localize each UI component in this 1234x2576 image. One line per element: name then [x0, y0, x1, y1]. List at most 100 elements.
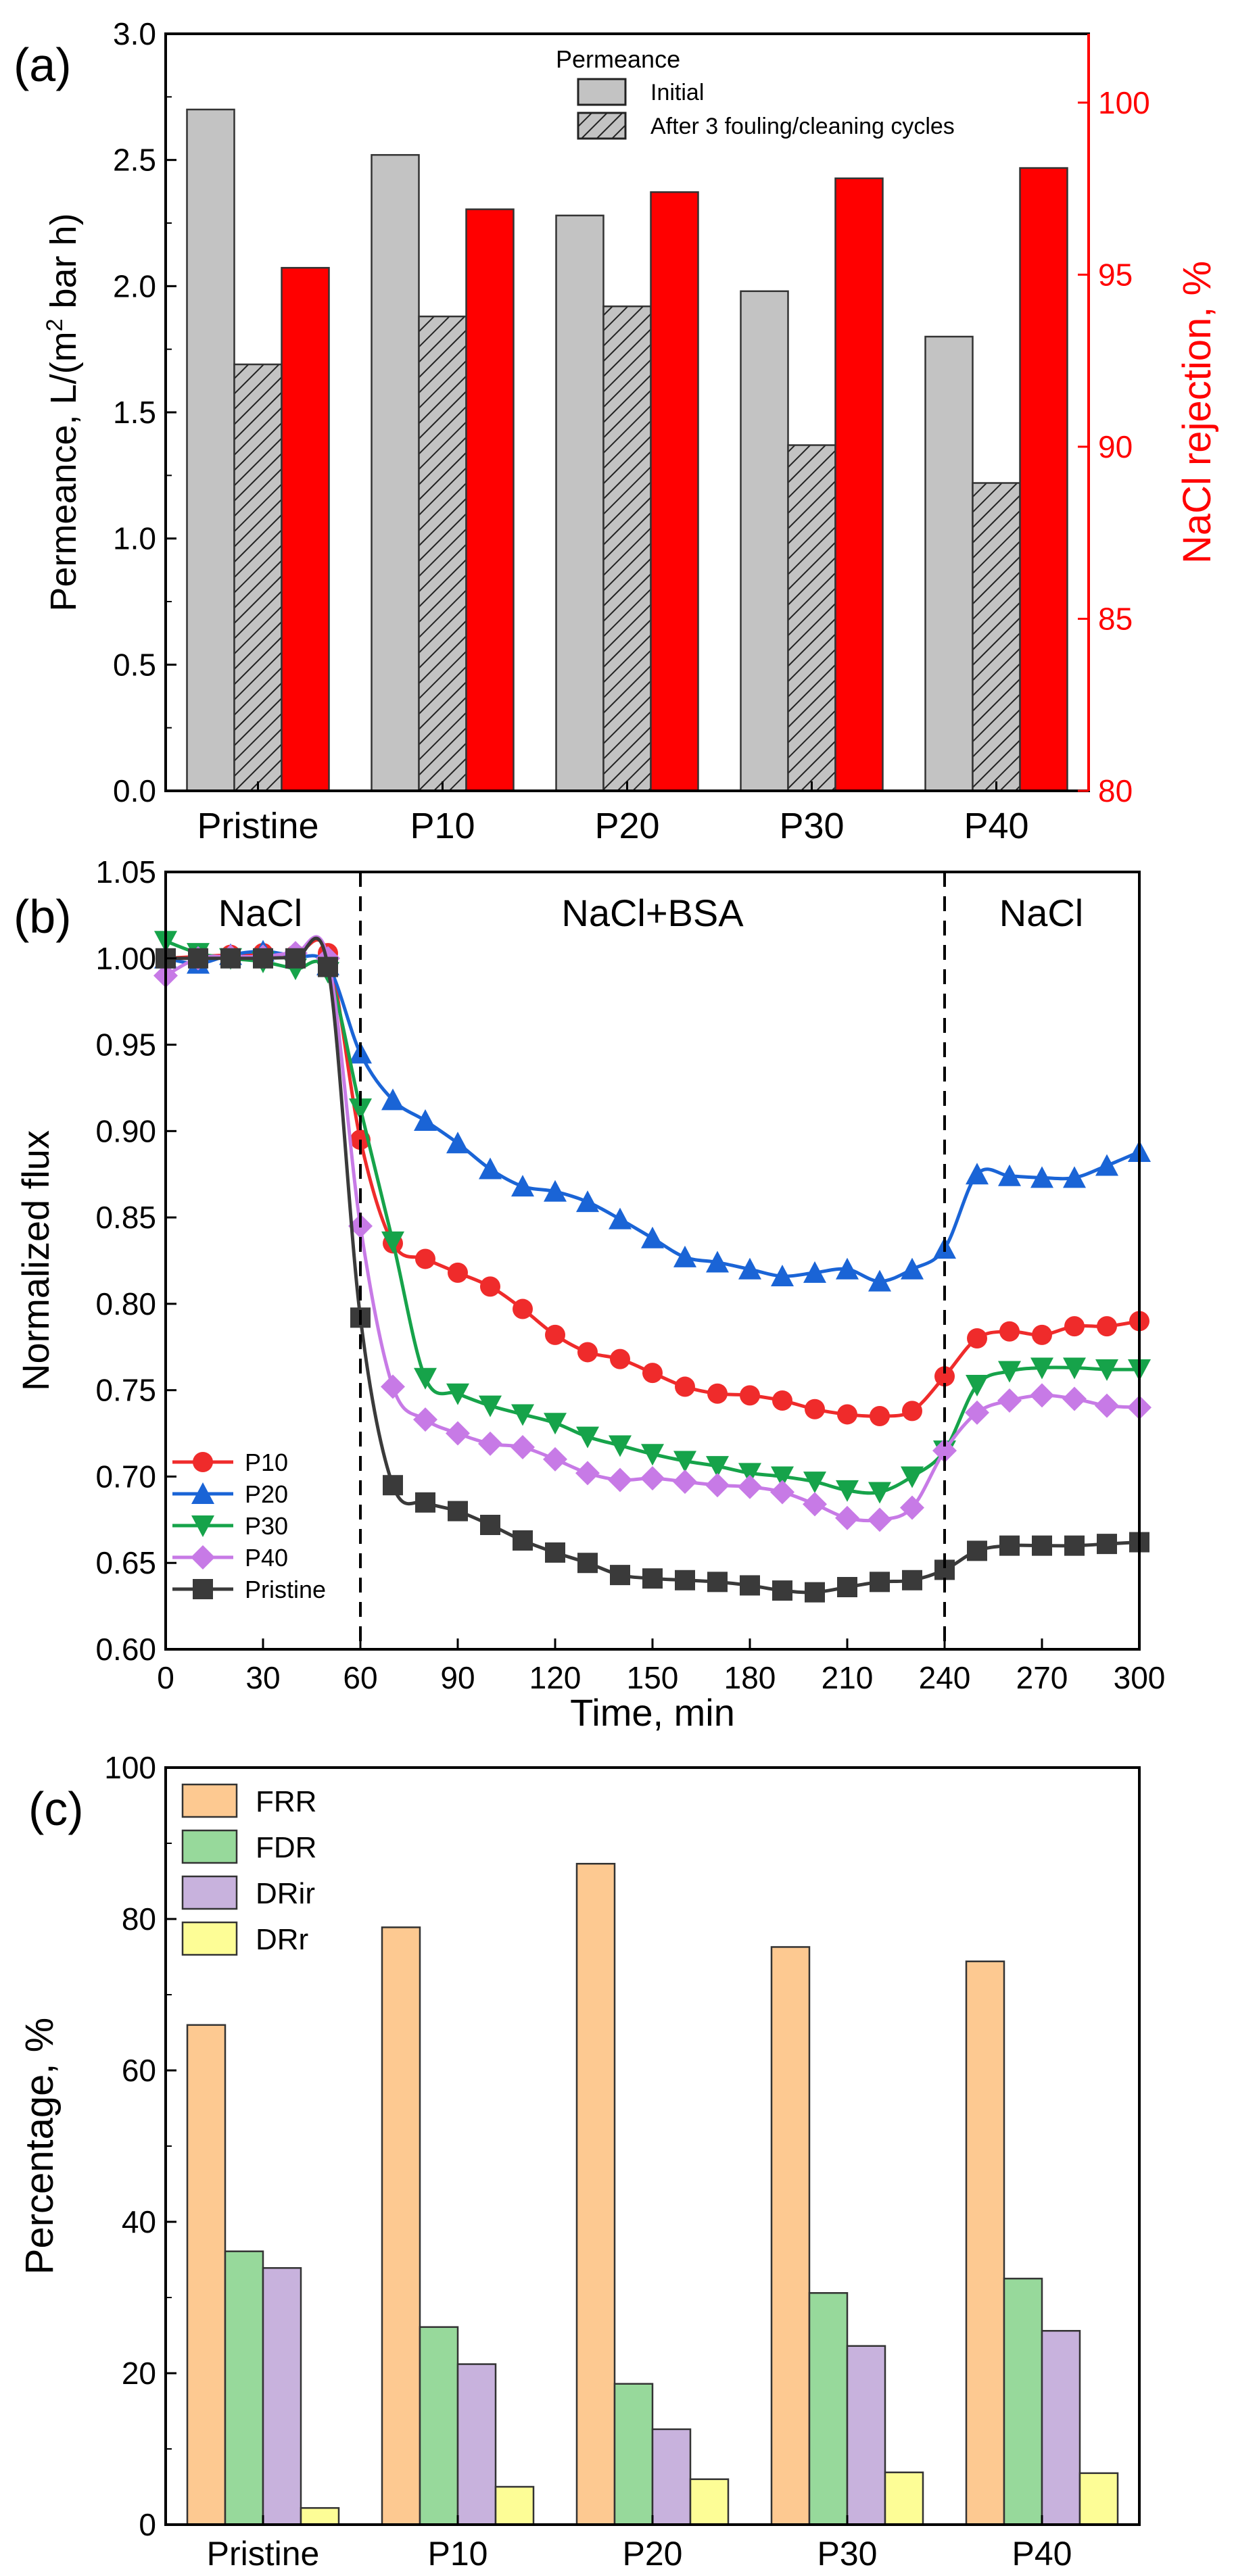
bar-nacl-rejection-pristine [281, 266, 330, 792]
legend: FRR FDR DRir DRr [181, 1783, 316, 1956]
bar-nacl-rejection-p30 [834, 177, 884, 792]
legend-swatch-drir [181, 1875, 238, 1910]
data-point-pristine [967, 1540, 987, 1561]
x-tick-label: 30 [245, 1660, 280, 1695]
data-point-p10 [967, 1328, 987, 1348]
data-point-pristine [1064, 1535, 1085, 1556]
legend-label-p40: P40 [245, 1544, 288, 1572]
x-tick-label: 270 [1016, 1660, 1068, 1695]
data-point-p20 [966, 1163, 989, 1185]
legend-marker-p40 [191, 1545, 215, 1570]
legend-swatch-fdr [181, 1829, 238, 1864]
plot-frame [164, 871, 1141, 1651]
bar-frr-p40 [965, 1960, 1005, 2526]
series-pristine [156, 936, 1149, 1603]
data-point-p40 [900, 1495, 924, 1520]
series-p20 [154, 940, 1151, 1292]
y-tick-label: 0.65 [95, 1545, 156, 1580]
y-tick-label: 0.95 [95, 1027, 156, 1063]
bar-drir-p40 [1041, 2330, 1081, 2526]
data-point-p30 [771, 1466, 794, 1488]
data-point-p20 [706, 1250, 729, 1273]
data-point-p10 [805, 1399, 825, 1419]
left-tick-label: 2.0 [113, 268, 156, 303]
bar-drir-p20 [651, 2428, 692, 2526]
data-point-p40 [738, 1474, 762, 1499]
normalized-flux-chart: NaCl NaCl+BSA NaCl 0.600.650.700.750.800… [14, 854, 1165, 1734]
y-tick-label: 0.70 [95, 1459, 156, 1494]
data-point-p40 [640, 1466, 665, 1490]
category-label: Pristine [207, 2535, 320, 2573]
data-point-p20 [479, 1157, 502, 1180]
bar-frr-p30 [770, 1946, 811, 2526]
data-point-p20 [641, 1226, 664, 1248]
category-label: P30 [779, 806, 844, 846]
legend-marker-p10 [193, 1452, 213, 1472]
legend-marker-p30 [191, 1515, 214, 1537]
legend-label-drr: DRr [256, 1923, 308, 1956]
data-point-p20 [1095, 1154, 1118, 1176]
data-point-p30 [901, 1466, 924, 1488]
y-tick-label: 0.85 [95, 1200, 156, 1235]
y-tick-label: 1.05 [95, 854, 156, 890]
data-point-pristine [577, 1553, 598, 1574]
data-point-p30 [966, 1375, 989, 1396]
legend-title: Permeance [556, 45, 680, 73]
right-tick-label: 80 [1098, 773, 1133, 808]
bar-fdr-p10 [419, 2326, 459, 2526]
category-label: P20 [594, 806, 659, 846]
x-tick-label: 210 [822, 1660, 874, 1695]
bar-after-cycles-p30 [787, 444, 836, 792]
data-point-pristine [415, 1492, 435, 1513]
category-label: P40 [1012, 2535, 1072, 2573]
data-point-p20 [446, 1132, 469, 1154]
bar-drir-p10 [456, 2363, 497, 2526]
bars [186, 1862, 1119, 2526]
data-point-p20 [771, 1265, 794, 1286]
category-label: P20 [623, 2535, 683, 2573]
data-point-p40 [705, 1473, 730, 1498]
left-tick-label: 1.0 [113, 521, 156, 556]
data-point-p20 [414, 1109, 437, 1131]
data-point-pristine [707, 1572, 728, 1593]
data-point-p10 [870, 1406, 890, 1426]
left-tick-label: 0.5 [113, 647, 156, 682]
legend: Permeance Initial After 3 fouling/cleani… [556, 45, 955, 140]
bar-nacl-rejection-p40 [1019, 167, 1068, 792]
data-point-p40 [413, 1407, 437, 1432]
data-point-pristine [480, 1515, 500, 1535]
data-point-pristine [837, 1577, 857, 1597]
panel-label-c: (c) [28, 1782, 84, 1835]
data-point-p10 [642, 1363, 663, 1384]
data-point-pristine [999, 1535, 1020, 1556]
bar-initial-pristine [186, 108, 235, 792]
data-point-pristine [448, 1501, 468, 1522]
data-point-p40 [868, 1507, 892, 1532]
data-point-pristine [220, 948, 241, 969]
y-tick-label: 100 [104, 1750, 156, 1785]
x-tick-label: 120 [529, 1660, 582, 1695]
bar-nacl-rejection-p20 [650, 191, 699, 792]
x-tick-label: 150 [627, 1660, 679, 1695]
data-point-pristine [805, 1582, 825, 1603]
bar-drir-p30 [846, 2345, 886, 2526]
data-point-p10 [902, 1401, 922, 1421]
series-p40 [153, 935, 1152, 1532]
legend-label-p20: P20 [245, 1480, 288, 1508]
series-line-p30 [165, 939, 1140, 1495]
data-point-p30 [544, 1413, 567, 1435]
data-point-p10 [577, 1342, 598, 1363]
data-point-p20 [511, 1175, 534, 1197]
legend-label-p10: P10 [245, 1449, 288, 1476]
data-point-p40 [803, 1492, 827, 1517]
data-point-p30 [706, 1456, 729, 1478]
data-point-p30 [998, 1361, 1021, 1383]
data-point-p40 [965, 1400, 989, 1425]
data-point-p30 [641, 1444, 664, 1466]
bar-fdr-p20 [613, 2383, 654, 2526]
data-point-pristine [285, 948, 306, 969]
data-point-p40 [1030, 1383, 1054, 1408]
data-point-p10 [740, 1385, 760, 1406]
data-point-p10 [999, 1321, 1020, 1342]
y-axis-ticks: 0.60 0.65 0.70 0.75 0.80 0.85 0.90 0.95 1.00 1.05 [95, 854, 176, 1667]
